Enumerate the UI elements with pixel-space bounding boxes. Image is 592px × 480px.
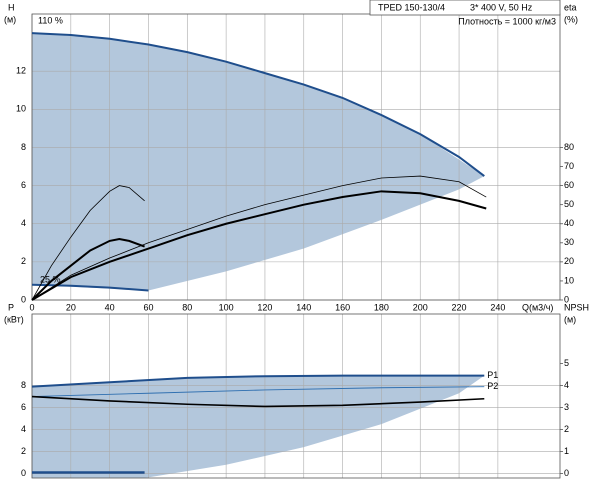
y-axis-label: P bbox=[8, 302, 14, 312]
x-tick-label: 140 bbox=[296, 302, 311, 312]
plot-frame bbox=[31, 13, 561, 301]
y-tick-label: 6 bbox=[21, 180, 26, 190]
title-box bbox=[369, 0, 561, 16]
curve bbox=[31, 175, 487, 301]
y2-tick-label: 0 bbox=[564, 294, 569, 304]
x-axis-label: Q(м3/ч) bbox=[522, 302, 553, 312]
curve bbox=[31, 237, 145, 301]
x-tick-label: 0 bbox=[29, 302, 34, 312]
y-tick-label: 8 bbox=[21, 142, 26, 152]
y2-tick-label: 1 bbox=[564, 446, 569, 456]
x-tick-label: 240 bbox=[490, 302, 505, 312]
curve bbox=[31, 32, 485, 177]
x-tick-label: 180 bbox=[374, 302, 389, 312]
curve bbox=[31, 190, 487, 301]
curve bbox=[31, 395, 485, 408]
y2-axis-unit: (%) bbox=[564, 14, 578, 24]
y2-tick-label: 10 bbox=[564, 275, 574, 285]
y2-tick-label: 40 bbox=[564, 218, 574, 228]
operating-area bbox=[32, 33, 485, 291]
x-tick-label: 160 bbox=[335, 302, 350, 312]
x-tick-label: 120 bbox=[257, 302, 272, 312]
curve-label: P2 bbox=[487, 381, 498, 391]
y2-tick-label: 70 bbox=[564, 161, 574, 171]
y-tick-label: 4 bbox=[21, 218, 26, 228]
y2-tick-label: 60 bbox=[564, 180, 574, 190]
annotation: 25 % bbox=[40, 274, 61, 284]
y2-axis-label: eta bbox=[564, 2, 577, 12]
curve-label: P1 bbox=[487, 370, 498, 380]
y-axis-unit: (м) bbox=[4, 14, 16, 24]
y-tick-label: 0 bbox=[21, 468, 26, 478]
curve bbox=[31, 374, 485, 388]
y-tick-label: 4 bbox=[21, 424, 26, 434]
annotation: 110 % bbox=[38, 15, 63, 25]
y2-tick-label: 0 bbox=[564, 468, 569, 478]
curve bbox=[31, 283, 149, 292]
y2-tick-label: 80 bbox=[564, 142, 574, 152]
y-tick-label: 2 bbox=[21, 256, 26, 266]
y2-tick-label: 20 bbox=[564, 256, 574, 266]
y-tick-label: 8 bbox=[21, 380, 26, 390]
y-tick-label: 2 bbox=[21, 446, 26, 456]
annotation: Плотность = 1000 кг/м3 bbox=[458, 16, 556, 26]
y-tick-label: 6 bbox=[21, 402, 26, 412]
y2-tick-label: 5 bbox=[564, 358, 569, 368]
x-tick-label: 220 bbox=[452, 302, 467, 312]
curve bbox=[31, 185, 145, 301]
y2-axis-label: NPSH bbox=[564, 302, 589, 312]
x-tick-label: 60 bbox=[143, 302, 153, 312]
y-tick-label: 0 bbox=[21, 294, 26, 304]
plot-frame bbox=[31, 313, 561, 479]
x-tick-label: 40 bbox=[105, 302, 115, 312]
y2-tick-label: 4 bbox=[564, 380, 569, 390]
x-tick-label: 200 bbox=[413, 302, 428, 312]
y-tick-label: 10 bbox=[16, 104, 26, 114]
y2-tick-label: 2 bbox=[564, 424, 569, 434]
y2-tick-label: 30 bbox=[564, 237, 574, 247]
y2-axis-unit: (м) bbox=[564, 314, 576, 324]
x-tick-label: 80 bbox=[182, 302, 192, 312]
operating-area bbox=[32, 375, 485, 478]
x-tick-label: 100 bbox=[219, 302, 234, 312]
y-tick-label: 12 bbox=[16, 66, 26, 76]
y-axis-label: H bbox=[8, 2, 15, 12]
y2-tick-label: 50 bbox=[564, 199, 574, 209]
chart-subtitle: 3* 400 V, 50 Hz bbox=[470, 2, 533, 12]
x-tick-label: 20 bbox=[66, 302, 76, 312]
curve bbox=[31, 386, 485, 397]
y2-tick-label: 3 bbox=[564, 402, 569, 412]
y-axis-unit: (кВт) bbox=[4, 314, 24, 324]
chart-title: TPED 150-130/4 bbox=[378, 2, 445, 12]
